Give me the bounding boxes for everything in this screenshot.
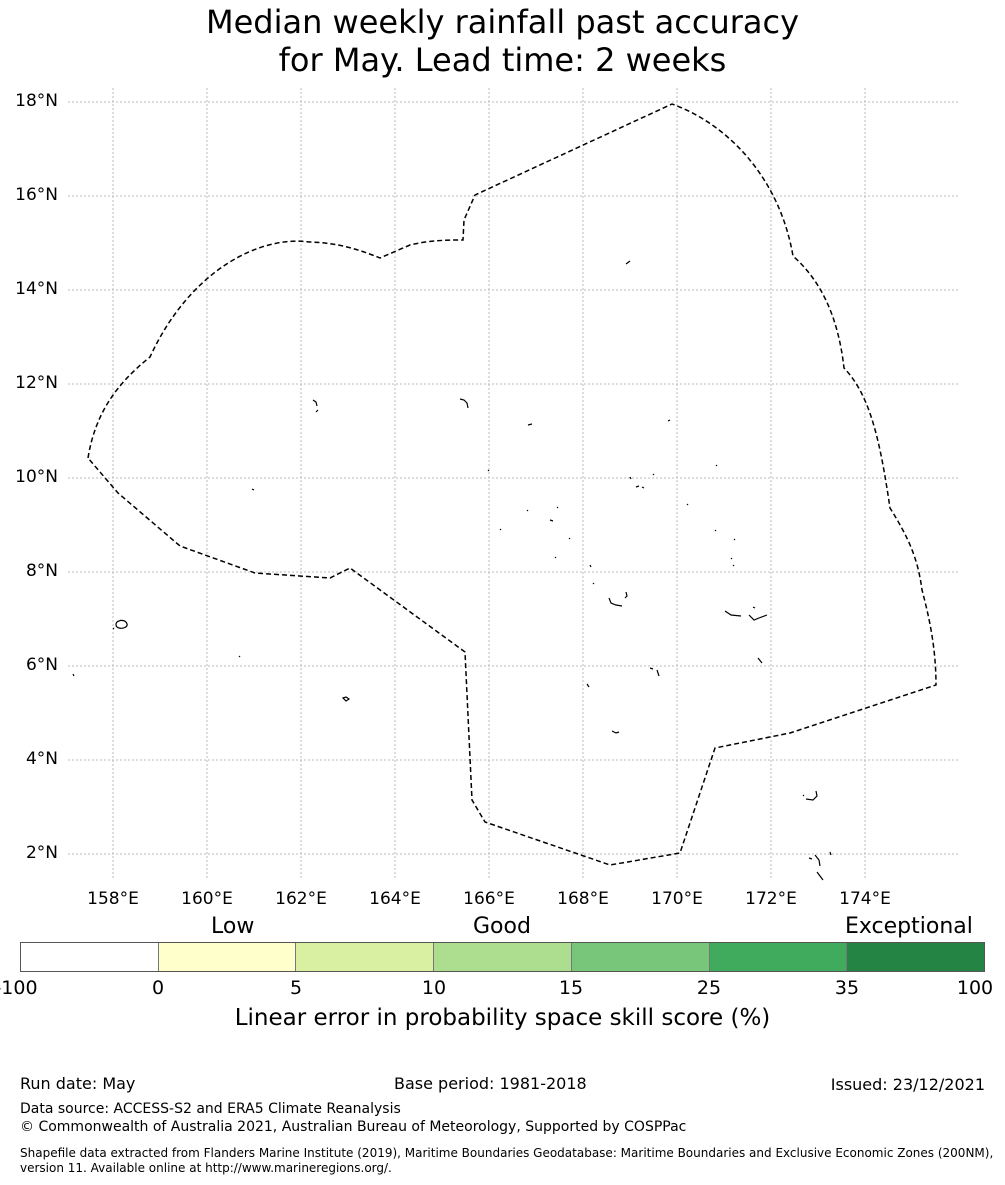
lon-label: 162°E [275, 889, 327, 909]
colorbar [20, 942, 985, 972]
run-date: Run date: May [20, 1074, 136, 1093]
island [527, 423, 533, 426]
island [608, 591, 628, 607]
island [459, 398, 469, 409]
island [112, 619, 128, 630]
island [757, 657, 763, 664]
lon-label: 174°E [839, 889, 891, 909]
island [667, 419, 671, 422]
island [251, 488, 255, 491]
colorbar-tick: -100 [0, 977, 38, 999]
lat-label: 10°N [15, 467, 58, 487]
island [752, 606, 756, 609]
colorbar-segment [434, 943, 572, 971]
lat-label: 8°N [25, 561, 58, 581]
shapefile-credit-line1: Shapefile data extracted from Flanders M… [20, 1146, 994, 1160]
lon-label: 166°E [463, 889, 515, 909]
lon-label: 170°E [651, 889, 703, 909]
colorbar-tick: 100 [956, 977, 994, 999]
colorbar-segment [21, 943, 159, 971]
colorbar-tick: 25 [696, 977, 722, 999]
colorbar-tick: 10 [421, 977, 447, 999]
lon-label: 168°E [557, 889, 609, 909]
lat-label: 4°N [25, 749, 58, 769]
lat-label: 2°N [25, 843, 58, 863]
island [649, 667, 660, 677]
island [686, 503, 736, 567]
colorbar-tick: 15 [558, 977, 584, 999]
colorbar-tick: 35 [834, 977, 860, 999]
map-title-line2: for May. Lead time: 2 weeks [278, 41, 727, 79]
island [72, 655, 241, 677]
colorbar-segment [571, 943, 710, 971]
island [808, 851, 832, 881]
island [312, 399, 319, 413]
lat-label: 14°N [15, 279, 58, 299]
lon-label: 158°E [87, 889, 139, 909]
map-gridlines [68, 88, 958, 880]
colorbar-segment [709, 943, 848, 971]
island [629, 473, 655, 489]
base-period: Base period: 1981-2018 [394, 1074, 587, 1093]
data-source: Data source: ACCESS-S2 and ERA5 Climate … [20, 1101, 401, 1117]
island [625, 260, 631, 265]
colorbar-category-exceptional: Exceptional [845, 914, 973, 939]
copyright: © Commonwealth of Australia 2021, Austra… [20, 1119, 687, 1135]
colorbar-segment [847, 943, 985, 971]
lon-label: 160°E [181, 889, 233, 909]
lat-label: 18°N [15, 91, 58, 111]
island [802, 790, 818, 801]
lat-label: 12°N [15, 373, 58, 393]
issued-date: Issued: 23/12/2021 [830, 1075, 985, 1094]
colorbar-category-good: Good [473, 914, 531, 939]
island [724, 610, 768, 621]
island [715, 464, 718, 467]
lat-label: 6°N [25, 655, 58, 675]
island [611, 730, 620, 734]
colorbar-segment [158, 943, 297, 971]
map-plot [68, 88, 958, 881]
colorbar-category-low: Low [211, 914, 255, 939]
eez-boundary [87, 103, 937, 866]
colorbar-segment [296, 943, 435, 971]
shapefile-credit-line2: version 11. Available online at http://w… [20, 1161, 392, 1175]
lon-label: 164°E [369, 889, 421, 909]
lat-label: 16°N [15, 185, 58, 205]
island [499, 506, 571, 559]
island [586, 683, 590, 688]
map-title-line1: Median weekly rainfall past accuracy [205, 3, 800, 41]
colorbar-label: Linear error in probability space skill … [234, 1005, 771, 1031]
colorbar-tick: 5 [289, 977, 303, 999]
island [341, 696, 351, 702]
island [589, 564, 595, 585]
colorbar-tick: 0 [151, 977, 165, 999]
lon-label: 172°E [745, 889, 797, 909]
island [487, 469, 490, 472]
islands [72, 260, 832, 881]
